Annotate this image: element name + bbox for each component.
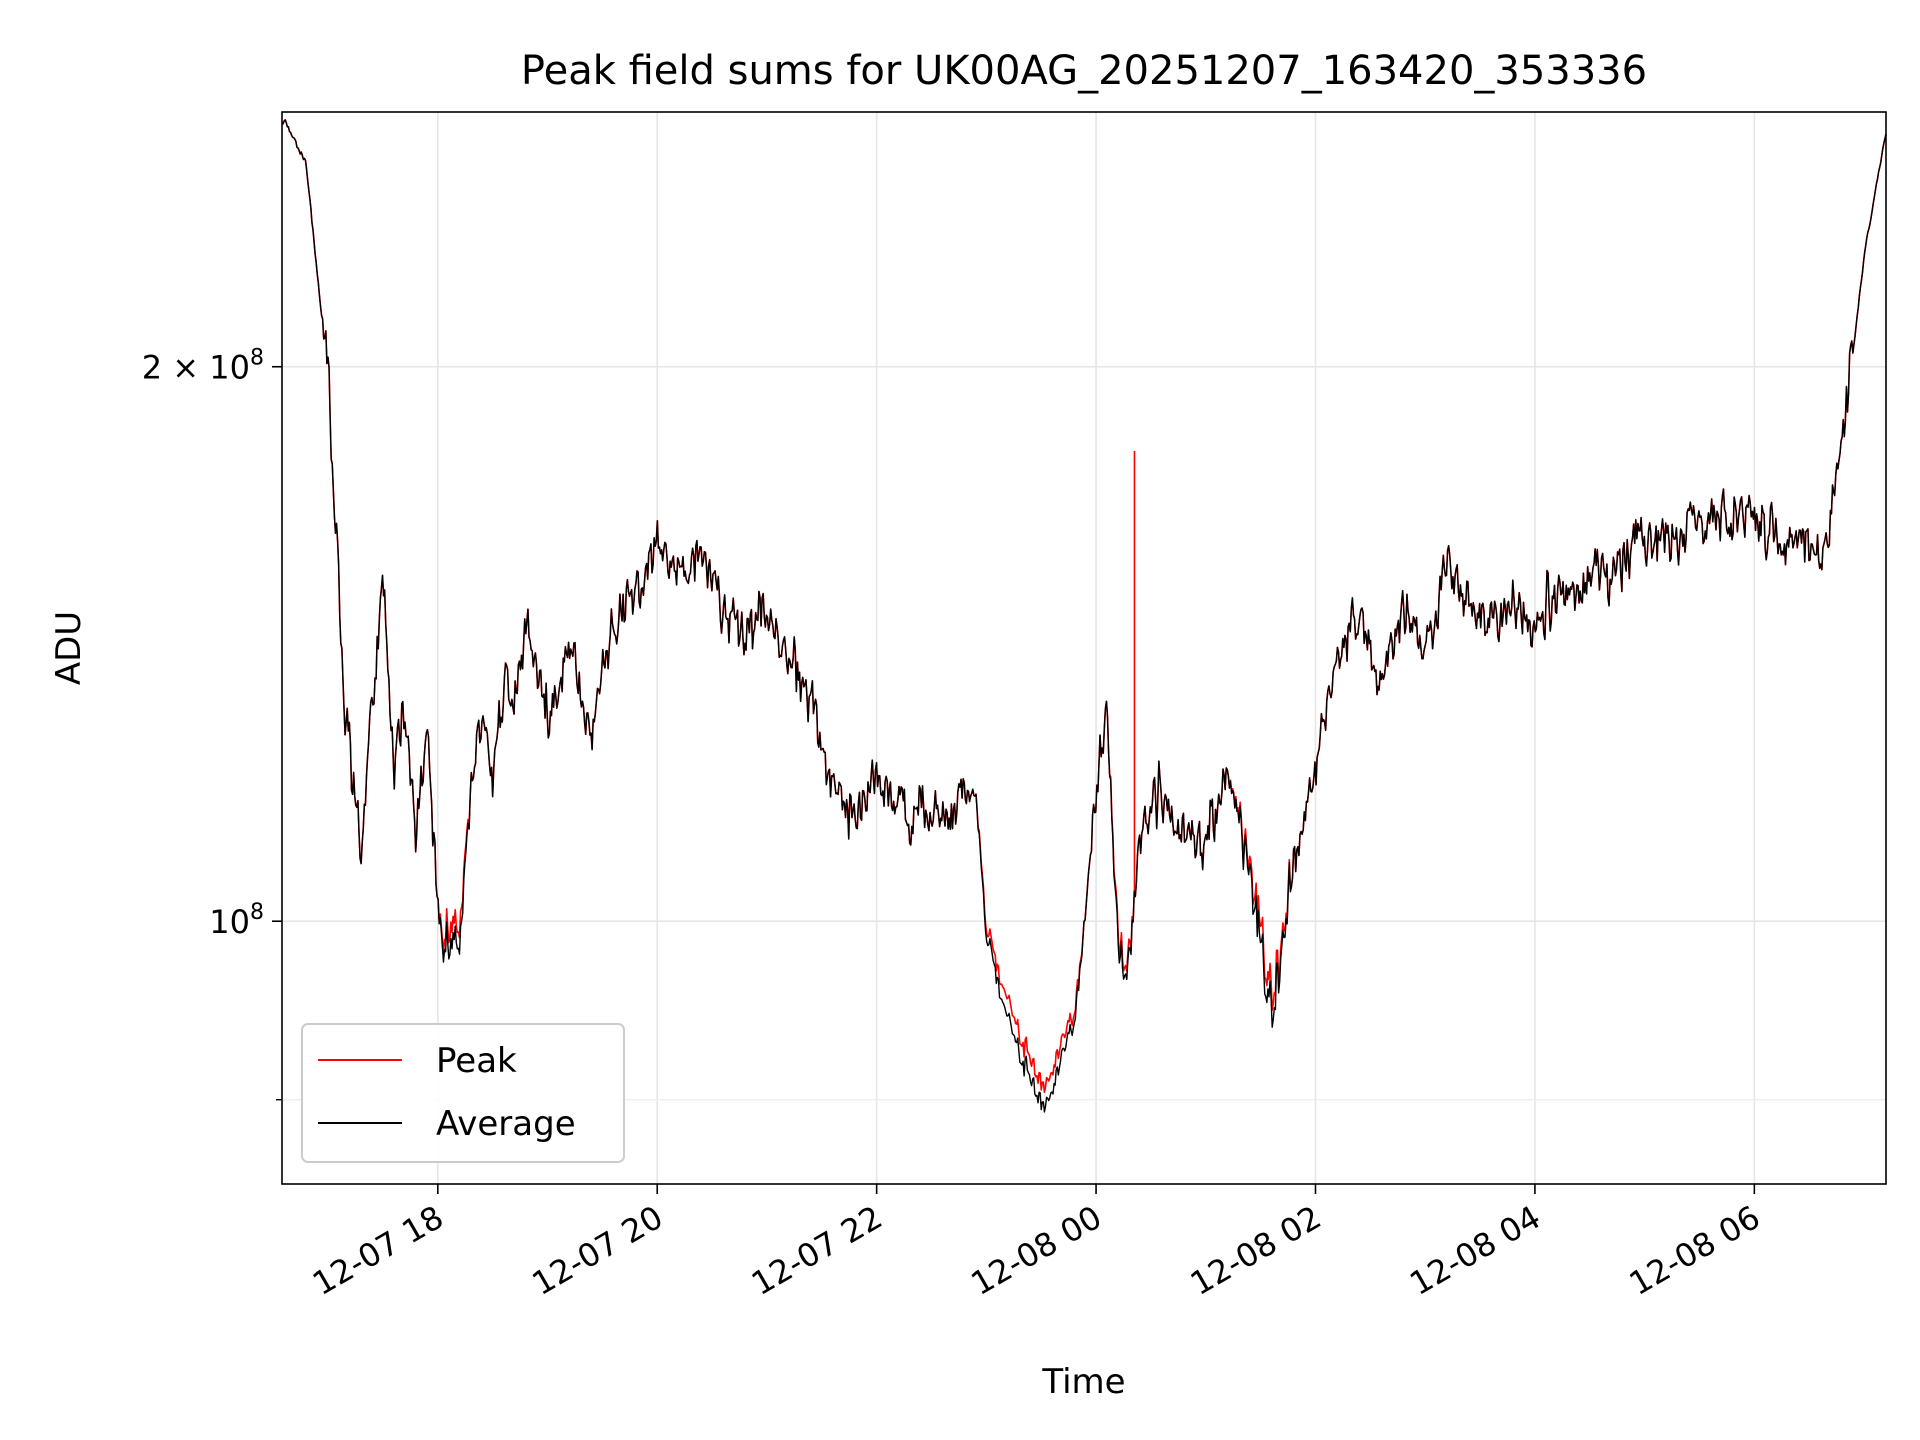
series-line-average <box>281 119 1887 1113</box>
legend: Peak Average <box>301 1023 625 1163</box>
x-axis-label: Time <box>1041 1362 1125 1402</box>
axes-frame <box>281 111 1887 1185</box>
y-axis-label: ADU <box>49 611 89 685</box>
y-tick-label: 2 × 108 <box>142 346 264 387</box>
chart-title: Peak field sums for UK00AG_20251207_1634… <box>521 48 1647 94</box>
grid <box>282 112 1886 1184</box>
y-tick-label: 108 <box>209 900 264 941</box>
legend-box <box>301 1023 625 1163</box>
series-layer <box>281 119 1887 1113</box>
legend-label-average: Average <box>436 1104 576 1144</box>
legend-label-peak: Peak <box>436 1041 517 1081</box>
